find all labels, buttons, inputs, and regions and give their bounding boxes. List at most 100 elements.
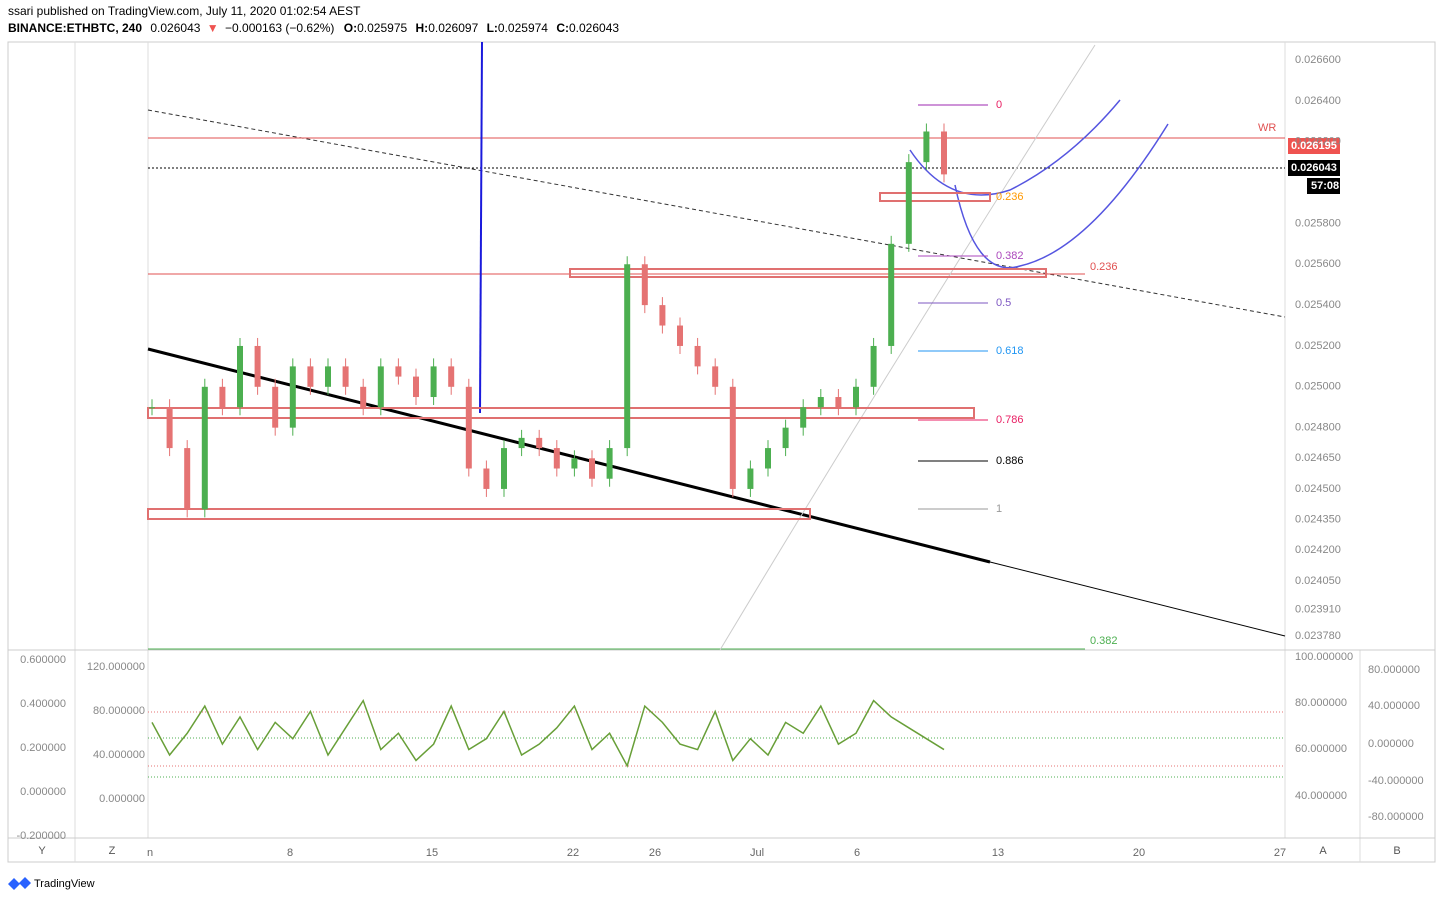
fib-label: 0.786 [996,414,1024,426]
date-label: 27 [1274,847,1286,859]
price-tick: 0.026600 [1295,54,1341,66]
candle [377,366,384,408]
candle [237,345,243,408]
candle [853,386,859,408]
fib-label: 0.5 [996,297,1011,309]
price-badge: 0.026043 [1291,162,1337,174]
candle [888,243,895,346]
arrow: ▼ [207,21,219,35]
price-tick: 0.024200 [1295,544,1341,556]
symbol-line: BINANCE:ETHBTC, 240 0.026043 ▼ −0.000163… [8,21,619,35]
date-label: 6 [854,847,860,859]
candle [483,468,490,489]
candle [201,386,208,510]
date-label: Jul [750,847,764,859]
candle [941,131,947,175]
o-label: O: [344,21,357,35]
scale-button[interactable]: B [1393,845,1400,857]
fib-label: 1 [996,503,1002,515]
scale-button[interactable]: Z [109,845,116,857]
candle [342,366,349,387]
indicator-tick: 0.000000 [20,786,66,798]
indicator-tick: 80.000000 [93,705,145,717]
indicator-tick: 0.200000 [20,742,66,754]
indicator-tick: 0.400000 [20,698,66,710]
candle [166,407,173,449]
c-label: C: [556,21,569,35]
candle [413,376,419,398]
price-tick: 0.023780 [1295,630,1341,642]
badge-bg [1307,178,1340,194]
indicator-tick: 40.000000 [1368,700,1420,712]
candle [571,458,578,469]
scale-button[interactable]: Y [38,845,46,857]
candle [430,366,437,398]
price-tick: 0.025600 [1295,258,1341,270]
annotation: WR [1258,122,1276,134]
fib-label: 0.382 [996,250,1024,262]
price-tick: 0.024650 [1295,452,1341,464]
candle [553,448,560,469]
candle [184,448,191,510]
candle [606,448,613,479]
candle [712,366,719,387]
indicator-tick: 0.600000 [20,654,66,666]
price-badge: 57:08 [1311,180,1339,192]
scale-button[interactable]: A [1319,845,1327,857]
candle [800,407,807,428]
candle [254,345,261,387]
date-label: 15 [426,847,438,859]
fib-label: 0 [996,99,1002,111]
candle [589,458,595,479]
candle [624,264,631,449]
date-label: 22 [567,847,579,859]
h: 0.026097 [428,21,478,35]
candle [747,468,754,489]
indicator-tick: 0.000000 [99,793,145,805]
oscillator-line [151,698,945,768]
candle [659,305,666,326]
h-label: H: [416,21,429,35]
candle [677,325,683,346]
indicator-tick: -80.000000 [1368,811,1424,823]
candle [765,448,771,469]
candle [360,386,367,408]
indicator-tick: 80.000000 [1368,664,1420,676]
o: 0.025975 [357,21,407,35]
fib-label: 0.886 [996,455,1024,467]
candle [729,386,736,489]
price-tick: 0.025000 [1295,381,1341,393]
indicator-tick: -40.000000 [1368,775,1424,787]
annotation: 0.382 [1090,635,1118,647]
candle [782,427,789,449]
publisher: ssari published on TradingView.com, July… [8,4,361,18]
l: 0.025974 [498,21,548,35]
change: −0.000163 (−0.62%) [225,21,334,35]
indicator-tick: 40.000000 [1295,790,1347,802]
price-badge: 0.026195 [1291,140,1337,152]
price-tick: 0.025200 [1295,340,1341,352]
candle [307,366,314,387]
annotation: 0.236 [1090,261,1118,273]
candle [870,345,877,387]
candle [448,366,455,387]
indicator-tick: 60.000000 [1295,743,1347,755]
indicator-tick: 40.000000 [93,749,145,761]
brand: TradingView [34,878,95,890]
price-tick: 0.026400 [1295,95,1341,107]
price-tick: 0.024350 [1295,513,1341,525]
candle [536,437,543,449]
indicator-tick: 80.000000 [1295,697,1347,709]
price-tick: 0.026200 [1295,136,1341,148]
candle [465,386,472,469]
date-label: 26 [649,847,661,859]
badge-bg [1288,138,1340,154]
drawings [147,41,1286,778]
date-label: 20 [1133,847,1145,859]
candle [395,366,402,377]
price-tick: 0.024500 [1295,483,1341,495]
fib-label: 0.236 [996,191,1024,203]
date-label: 13 [992,847,1004,859]
fib-label: 0.618 [996,345,1024,357]
candle [835,397,842,408]
